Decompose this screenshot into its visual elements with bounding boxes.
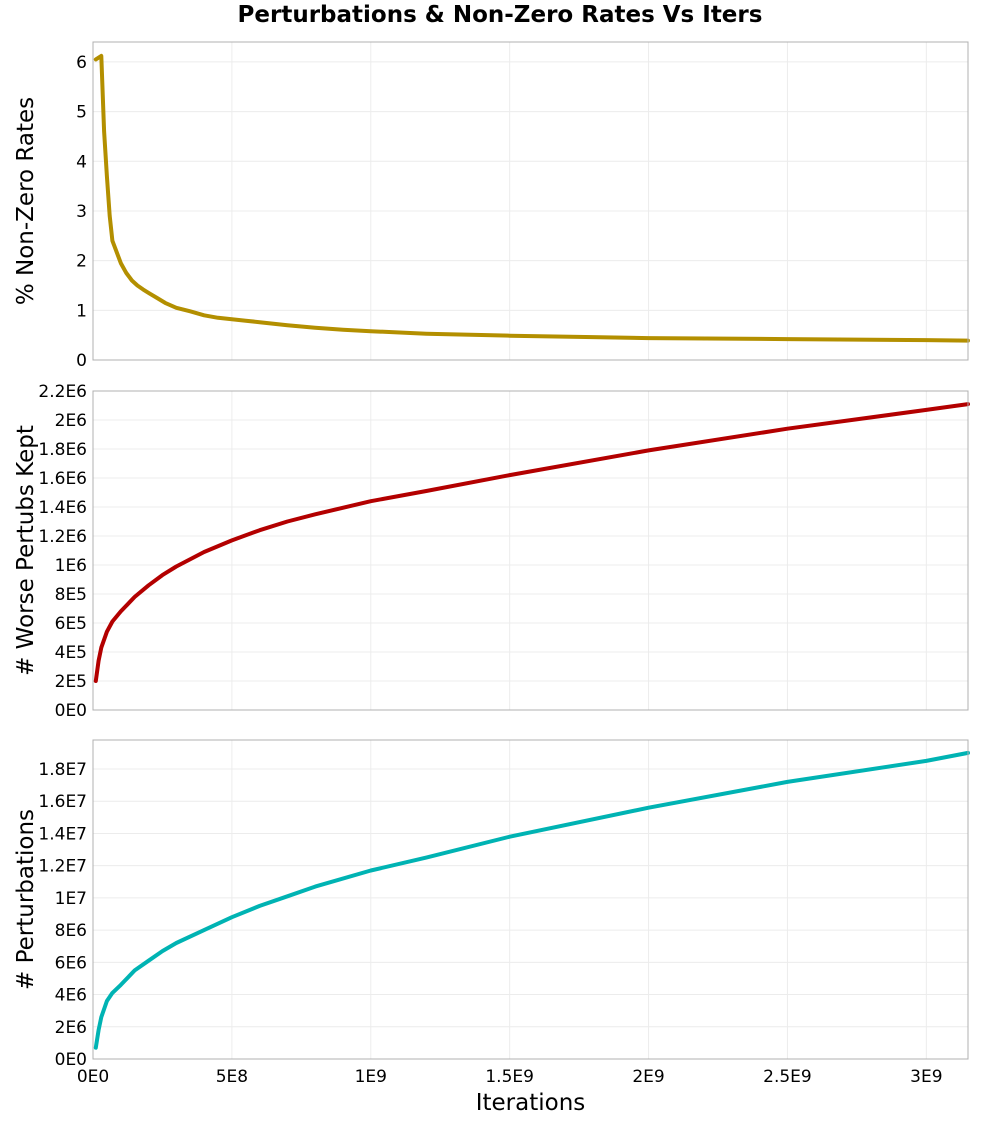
x-axis-label: Iterations [476,1090,586,1116]
y-tick-label: 1E7 [55,889,87,909]
plot-frame [92,390,969,711]
y-tick-label: 1.8E7 [38,760,87,780]
y-tick-label: 0E0 [55,701,87,721]
plot-frame [92,41,969,361]
y-tick-label: 8E6 [55,921,87,941]
x-tick-label: 2E9 [632,1067,664,1087]
y-tick-label: 1E6 [55,556,87,576]
y-tick-label: 2E6 [55,411,87,431]
series-line [93,402,970,683]
y-tick-label: 2.2E6 [38,382,87,402]
x-tick-label: 3E9 [910,1067,942,1087]
plot-area [93,740,968,1059]
y-axis-label: % Non-Zero Rates [13,97,39,305]
x-tick-label: 2.5E9 [763,1067,812,1087]
y-tick-label: 6E6 [55,953,87,973]
y-tick-label: 2 [76,252,87,272]
y-tick-label: 4 [76,152,87,172]
plot-frame [92,739,969,1060]
y-tick-label: 3 [76,202,87,222]
y-axis-label: # Perturbations [13,809,39,990]
y-tick-label: 0E0 [55,1050,87,1070]
y-tick-label: 8E5 [55,585,87,605]
x-tick-label: 0E0 [77,1067,109,1087]
y-tick-label: 1.4E6 [38,498,87,518]
y-tick-label: 1 [76,301,87,321]
y-tick-label: 2E6 [55,1018,87,1038]
plot-area [93,42,968,360]
y-tick-label: 1.4E7 [38,824,87,844]
y-tick-label: 1.2E6 [38,527,87,547]
y-tick-label: 4E5 [55,643,87,663]
chart-title: Perturbations & Non-Zero Rates Vs Iters [237,2,763,28]
x-tick-label: 5E8 [216,1067,248,1087]
x-tick-label: 1.5E9 [485,1067,534,1087]
y-tick-label: 0 [76,351,87,371]
y-tick-label: 1.2E7 [38,857,87,877]
x-tick-label: 1E9 [355,1067,387,1087]
series-line [93,750,970,1050]
y-tick-label: 6E5 [55,614,87,634]
y-tick-label: 5 [76,103,87,123]
series-line [93,53,970,343]
plot-area [93,391,968,710]
y-tick-label: 1.8E6 [38,440,87,460]
y-tick-label: 4E6 [55,986,87,1006]
y-tick-label: 1.6E7 [38,792,87,812]
y-tick-label: 2E5 [55,672,87,692]
y-axis-label: # Worse Pertubs Kept [13,425,39,676]
y-tick-label: 6 [76,53,87,73]
y-tick-label: 1.6E6 [38,469,87,489]
